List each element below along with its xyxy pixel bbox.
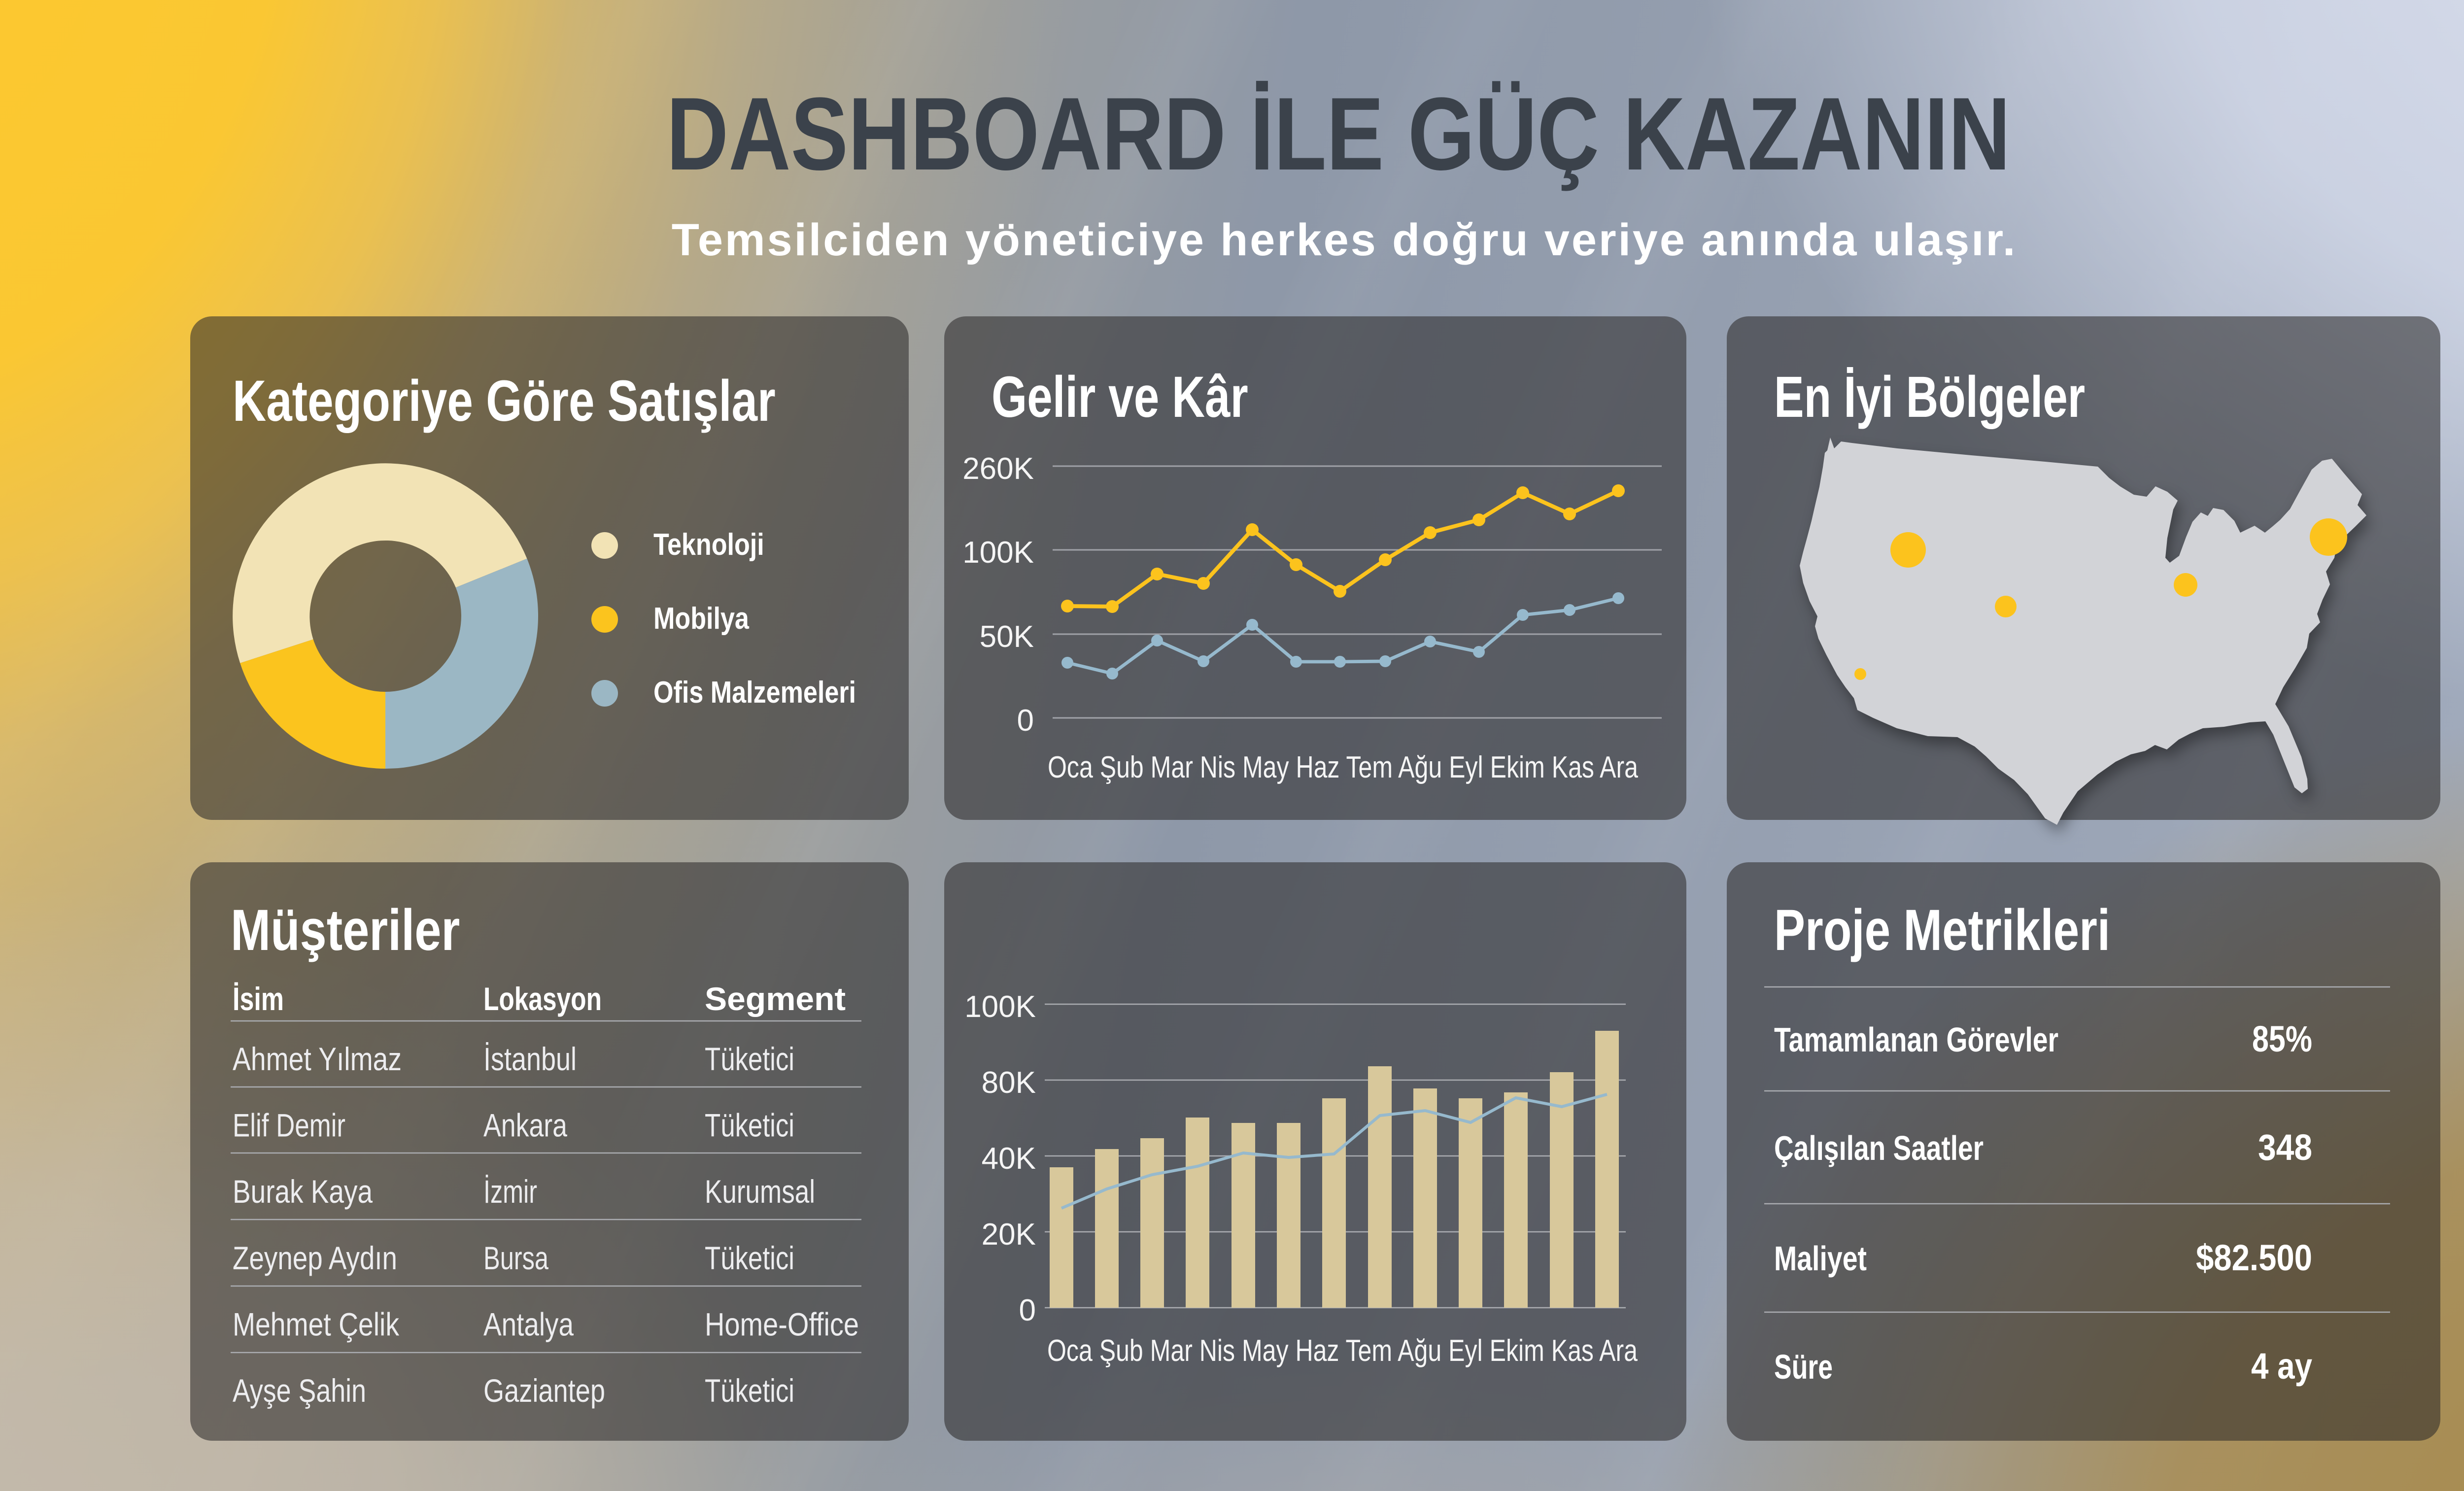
- svg-text:Tüketici: Tüketici: [705, 1240, 794, 1276]
- svg-text:40K: 40K: [982, 1142, 1036, 1176]
- svg-text:İsim: İsim: [233, 981, 284, 1017]
- svg-text:Tüketici: Tüketici: [705, 1041, 794, 1077]
- svg-text:348: 348: [2258, 1127, 2312, 1168]
- svg-text:Tamamlanan Görevler: Tamamlanan Görevler: [1774, 1020, 2058, 1059]
- svg-text:50K: 50K: [980, 620, 1034, 654]
- svg-text:İzmir: İzmir: [483, 1173, 537, 1210]
- svg-text:4 ay: 4 ay: [2251, 1346, 2312, 1387]
- svg-text:Segment: Segment: [705, 981, 846, 1017]
- svg-text:Lokasyon: Lokasyon: [483, 981, 602, 1017]
- svg-text:Maliyet: Maliyet: [1774, 1239, 1867, 1278]
- svg-text:$82.500: $82.500: [2196, 1237, 2312, 1278]
- svg-text:0: 0: [1017, 704, 1034, 738]
- svg-text:0: 0: [1019, 1293, 1036, 1327]
- svg-text:Tüketici: Tüketici: [705, 1107, 794, 1144]
- svg-text:20K: 20K: [982, 1218, 1036, 1252]
- svg-text:Home-Office: Home-Office: [705, 1306, 859, 1343]
- svg-text:Ahmet Yılmaz: Ahmet Yılmaz: [233, 1041, 402, 1077]
- svg-text:80K: 80K: [982, 1066, 1036, 1100]
- svg-text:Antalya: Antalya: [483, 1306, 574, 1343]
- svg-text:İstanbul: İstanbul: [483, 1041, 577, 1077]
- svg-text:Oca Şub Mar Nis May Haz Tem Ağ: Oca Şub Mar Nis May Haz Tem Ağu Eyl Ekim…: [1047, 1334, 1638, 1368]
- svg-text:260K: 260K: [962, 452, 1034, 486]
- svg-text:Ankara: Ankara: [483, 1107, 567, 1144]
- svg-text:Mehmet Çelik: Mehmet Çelik: [233, 1306, 400, 1343]
- svg-text:Oca Şub Mar Nis May Haz Tem Ağ: Oca Şub Mar Nis May Haz Tem Ağu Eyl Ekim…: [1048, 750, 1638, 784]
- svg-text:85%: 85%: [2252, 1018, 2312, 1059]
- svg-text:Gaziantep: Gaziantep: [483, 1372, 605, 1409]
- svg-text:Zeynep Aydın: Zeynep Aydın: [233, 1240, 397, 1276]
- svg-text:Çalışılan Saatler: Çalışılan Saatler: [1774, 1129, 1984, 1167]
- svg-text:100K: 100K: [964, 990, 1036, 1024]
- svg-text:Süre: Süre: [1774, 1348, 1833, 1386]
- svg-text:Burak Kaya: Burak Kaya: [233, 1173, 373, 1210]
- svg-text:Ayşe Şahin: Ayşe Şahin: [233, 1372, 366, 1409]
- svg-text:Bursa: Bursa: [483, 1240, 548, 1276]
- svg-text:Elif Demir: Elif Demir: [233, 1107, 345, 1144]
- svg-text:100K: 100K: [962, 536, 1034, 570]
- svg-text:Kurumsal: Kurumsal: [705, 1173, 815, 1210]
- svg-text:Tüketici: Tüketici: [705, 1372, 794, 1409]
